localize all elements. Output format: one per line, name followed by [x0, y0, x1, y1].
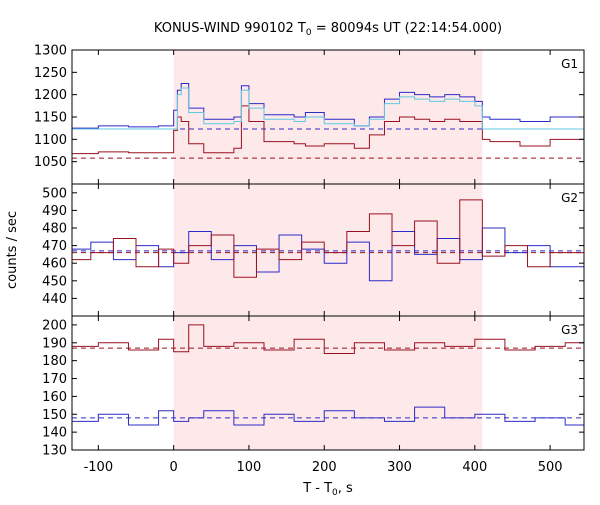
- y-axis-label: counts / sec: [5, 211, 20, 289]
- y-tick-label: 1200: [34, 88, 67, 103]
- x-tick-label: 200: [312, 460, 337, 475]
- y-tick-label: 450: [42, 274, 67, 289]
- panel-label: G2: [561, 191, 578, 205]
- panel-g3: 130 140 150 160 170 180 190 200 G3: [42, 315, 585, 459]
- series-group: [72, 83, 584, 155]
- x-tick-label: 300: [387, 460, 412, 475]
- y-tick-label: 1250: [34, 66, 67, 81]
- y-tick-label: 1050: [34, 155, 67, 170]
- y-tick-label: 470: [42, 239, 67, 254]
- x-tick-label: -100: [84, 460, 114, 475]
- y-tick-label: 140: [42, 426, 67, 441]
- series-line-blue: [72, 406, 584, 426]
- y-tick-label: 1100: [34, 133, 67, 148]
- series-line-red: [72, 199, 584, 278]
- panel-label: G3: [561, 323, 578, 337]
- panel-g2: 440 450 460 470 480 490 500 G2: [42, 183, 585, 317]
- highlight-interval: [173, 50, 483, 184]
- y-tick-label: 490: [42, 204, 67, 219]
- y-tick-label: 200: [42, 318, 67, 333]
- series-line-cyan: [72, 87, 584, 130]
- y-tick-label: 160: [42, 390, 67, 405]
- y-tick-label: 1150: [34, 111, 67, 126]
- y-tick-label: 170: [42, 372, 67, 387]
- series-group: [72, 199, 584, 282]
- series-group: [72, 324, 584, 426]
- x-tick-label: 400: [462, 460, 487, 475]
- y-tick-label: 130: [42, 444, 67, 459]
- y-tick-label: 180: [42, 354, 67, 369]
- y-tick-label: 150: [42, 408, 67, 423]
- y-tick-label: 1300: [34, 44, 67, 59]
- panel-frame: [71, 315, 585, 451]
- x-axis-label: T - T0, s: [302, 481, 353, 498]
- y-tick-label: 480: [42, 222, 67, 237]
- series-line-red: [72, 324, 584, 355]
- x-tick-label: 500: [538, 460, 563, 475]
- y-tick-label: 440: [42, 292, 67, 307]
- x-tick-label: 100: [237, 460, 262, 475]
- chart-title: KONUS-WIND 990102 T0 = 80094s UT (22:14:…: [154, 21, 502, 38]
- y-tick-label: 190: [42, 336, 67, 351]
- x-tick-label: 0: [170, 460, 178, 475]
- y-tick-label: 500: [42, 186, 67, 201]
- y-tick-label: 460: [42, 257, 67, 272]
- chart-panels: 105011001150120012501300G144045046047048…: [34, 44, 585, 475]
- panel-g1: 1050 1100 1150 1200 1250 1300 G1: [34, 44, 585, 185]
- series-line-red: [72, 105, 584, 155]
- highlight-interval: [173, 184, 483, 316]
- highlight-interval: [173, 316, 483, 450]
- panel-label: G1: [561, 57, 578, 71]
